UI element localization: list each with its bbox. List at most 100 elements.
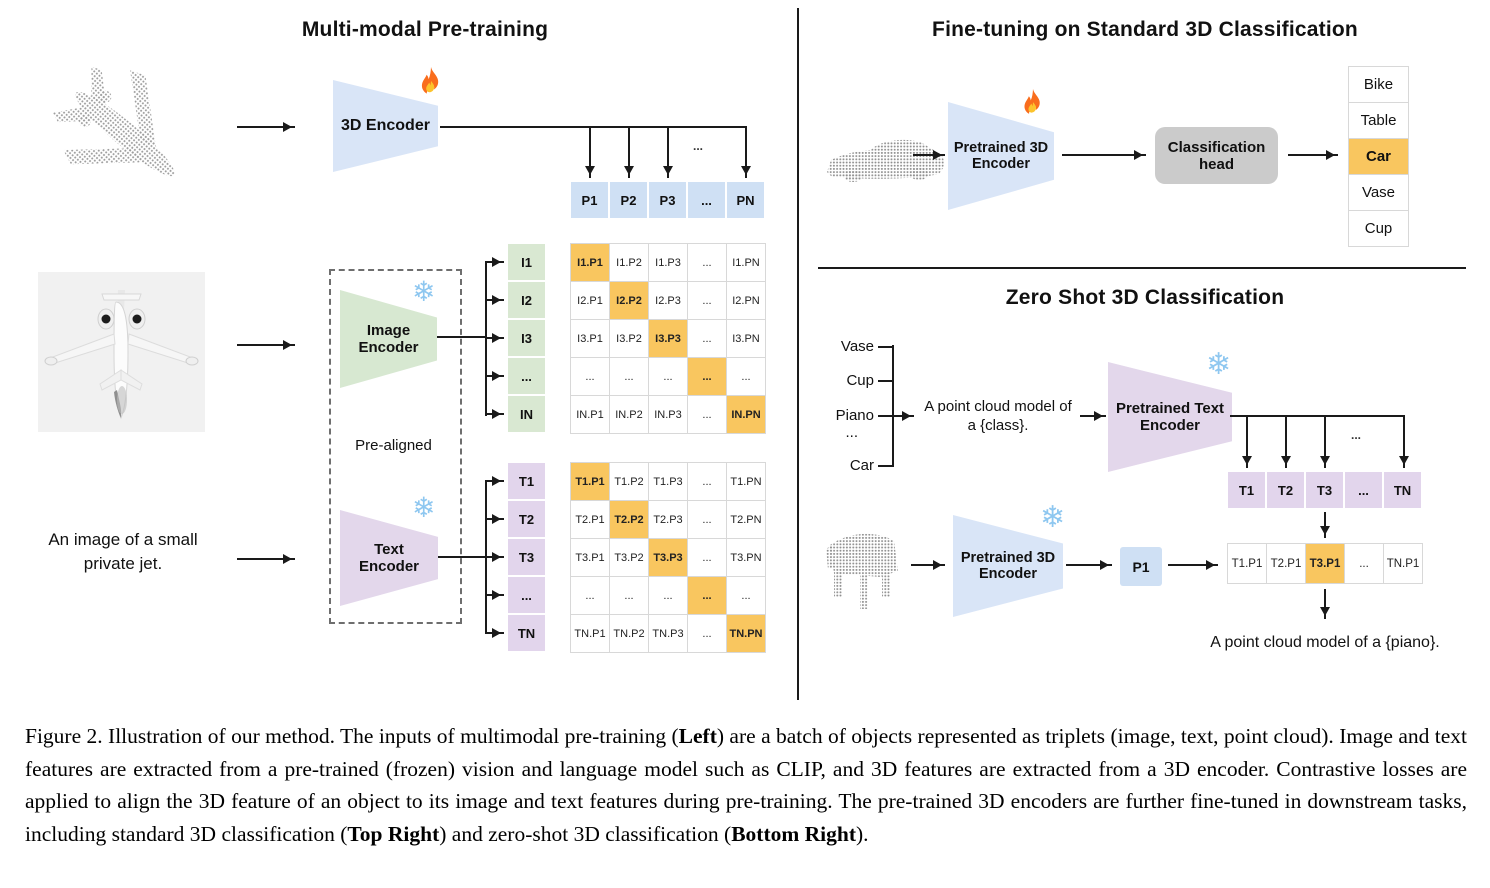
zeroshot-title: Zero Shot 3D Classification (1005, 286, 1285, 309)
matrix-cell: TN (508, 615, 545, 651)
arrow-to-tn (485, 628, 504, 638)
class-bracket (892, 345, 894, 466)
airplane-point-cloud (52, 66, 175, 177)
matrix-cell: T1 (1228, 472, 1265, 508)
matrix-cell: T3.P3 (649, 539, 687, 576)
flame-icon (1024, 88, 1040, 114)
arrow-to-pn (741, 127, 751, 178)
p-feature-row: P1 P2 P3... PN (571, 182, 764, 218)
arrow-piano-to-encoder (911, 560, 945, 570)
matrix-cell: I2.P2 (610, 282, 648, 319)
prealigned-label: Pre-aligned (355, 437, 432, 454)
matrix-cell: T1.P1 (571, 463, 609, 500)
arrow-to-t3 (485, 552, 504, 562)
arrow-to-t2 (485, 514, 504, 524)
matrix-cell: ... (610, 358, 648, 395)
line-3d-encoder-out (440, 126, 747, 128)
arrow-prompt-to-text-encoder (1080, 411, 1106, 421)
matrix-cell: Table (1349, 103, 1408, 138)
matrix-cell: Vase (1349, 175, 1408, 210)
matrix-cell: TN.P1 (571, 615, 609, 652)
line-text-encoder-out (1230, 415, 1405, 417)
p-fan-ellipsis: ... (692, 139, 703, 153)
matrix-cell: ... (508, 577, 545, 613)
snowflake-icon: ❄ (412, 276, 436, 307)
matrix-cell: ... (727, 358, 765, 395)
matrix-cell: ... (727, 577, 765, 614)
matrix-cell: I1.PN (727, 244, 765, 281)
matrix-cell: IN.PN (727, 396, 765, 433)
prompt-template-text: A point cloud model of a {class}. (924, 398, 1072, 434)
matrix-cell: T3.P2 (610, 539, 648, 576)
arrow-classes-to-prompt (892, 411, 914, 421)
matrix-cell: ... (571, 577, 609, 614)
matrix-cell: I1 (508, 244, 545, 280)
matrix-cell: P1 (571, 182, 608, 218)
matrix-cell: T3.P1 (571, 539, 609, 576)
line-image-encoder-out (437, 336, 487, 338)
snowflake-icon: ❄ (1040, 501, 1066, 534)
matrix-cell: T2.P3 (649, 501, 687, 538)
matrix-cell: ... (649, 358, 687, 395)
matrix-cell: T3 (508, 539, 545, 575)
matrix-cell: ... (688, 182, 725, 218)
matrix-cell: TN (1384, 472, 1421, 508)
matrix-cell: T2.P1 (1267, 544, 1305, 583)
class-prediction-list: Bike Table Car Vase Cup (1348, 66, 1409, 247)
matrix-cell: ... (1345, 544, 1383, 583)
tick-piano (878, 415, 894, 417)
arrow-to-i1 (485, 257, 504, 267)
arrow-to-t1 (485, 476, 504, 486)
matrix-cell: T2.P1 (571, 501, 609, 538)
i-feature-column: I1 I2 I3... IN (508, 244, 545, 432)
arrow-t-row-to-result (1320, 512, 1330, 538)
matrix-cell: T1.P2 (610, 463, 648, 500)
arrow-result-to-caption (1320, 589, 1330, 619)
matrix-cell: T3.PN (727, 539, 765, 576)
arrow-to-p2 (624, 127, 634, 178)
matrix-cell: I3.P1 (571, 320, 609, 357)
finetune-title: Fine-tuning on Standard 3D Classificatio… (932, 18, 1358, 41)
arrow-to-t1 (1242, 416, 1252, 468)
tick-car (878, 465, 894, 467)
arrow-to-p1 (585, 127, 595, 178)
class-label-vase: Vase (840, 338, 874, 355)
matrix-cell: ... (649, 577, 687, 614)
zeroshot-result-text: A point cloud model of a {piano}. (1210, 634, 1440, 651)
classification-head-block: Classification head (1155, 127, 1278, 184)
matrix-cell: TN.P2 (610, 615, 648, 652)
matrix-cell: P3 (649, 182, 686, 218)
airplane-image (38, 272, 205, 432)
arrow-encoder-to-p1 (1066, 560, 1112, 570)
arrow-encoder-to-head (1062, 150, 1146, 160)
arrow-text-to-text-encoder (237, 554, 295, 564)
matrix-cell: I2 (508, 282, 545, 318)
matrix-cell: IN.P2 (610, 396, 648, 433)
t-feature-row: T1 T2 T3... TN (1228, 472, 1421, 508)
line-text-encoder-out (438, 556, 487, 558)
matrix-cell: ... (610, 577, 648, 614)
prealigned-box (329, 269, 462, 624)
snowflake-icon: ❄ (1206, 348, 1232, 381)
matrix-cell: ... (688, 501, 726, 538)
class-label-car: Car (849, 457, 874, 474)
p1-feature-cell: P1 (1120, 547, 1162, 586)
tick-vase (878, 346, 894, 348)
matrix-cell: TN.PN (727, 615, 765, 652)
figure-caption: Figure 2. Illustration of our method. Th… (25, 724, 1467, 846)
arrow-to-t-dots (485, 590, 504, 600)
matrix-cell: Cup (1349, 211, 1408, 246)
matrix-cell: ... (688, 539, 726, 576)
matrix-cell: ... (688, 463, 726, 500)
similarity-result-row: T1.P1 T2.P1 T3.P1... TN.P1 (1227, 543, 1423, 584)
vertical-divider (797, 8, 799, 700)
matrix-cell: IN.P3 (649, 396, 687, 433)
matrix-cell: T3.P1 (1306, 544, 1344, 583)
matrix-cell: ... (688, 615, 726, 652)
horizontal-divider (818, 267, 1466, 269)
matrix-cell: ... (508, 358, 545, 394)
matrix-cell: T1.PN (727, 463, 765, 500)
arrow-to-t2 (1281, 416, 1291, 468)
matrix-cell: PN (727, 182, 764, 218)
